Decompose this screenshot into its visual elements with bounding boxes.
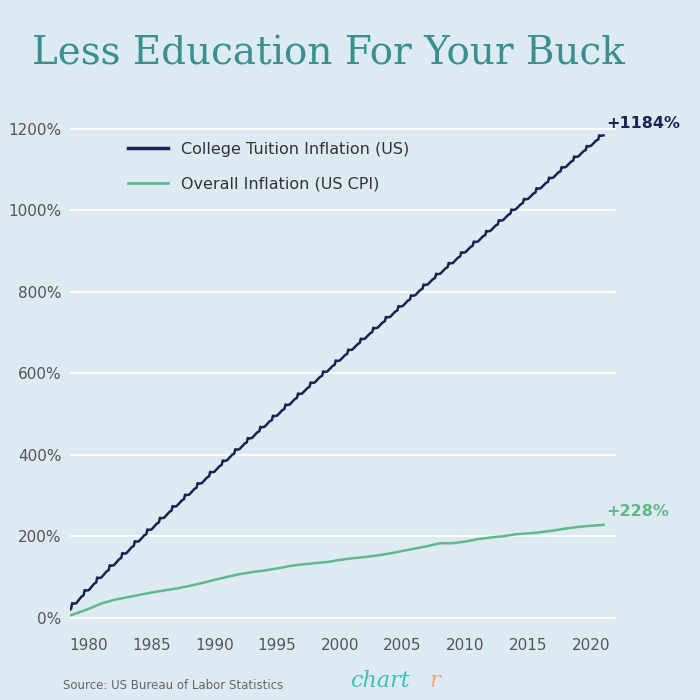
Text: +228%: +228% xyxy=(606,504,668,519)
Text: r: r xyxy=(429,670,440,692)
Text: Less Education For Your Buck: Less Education For Your Buck xyxy=(32,36,624,73)
Text: chart: chart xyxy=(350,670,410,692)
Text: Source: US Bureau of Labor Statistics: Source: US Bureau of Labor Statistics xyxy=(63,678,284,692)
Legend: College Tuition Inflation (US), Overall Inflation (US CPI): College Tuition Inflation (US), Overall … xyxy=(122,136,415,197)
Text: +1184%: +1184% xyxy=(606,116,680,131)
